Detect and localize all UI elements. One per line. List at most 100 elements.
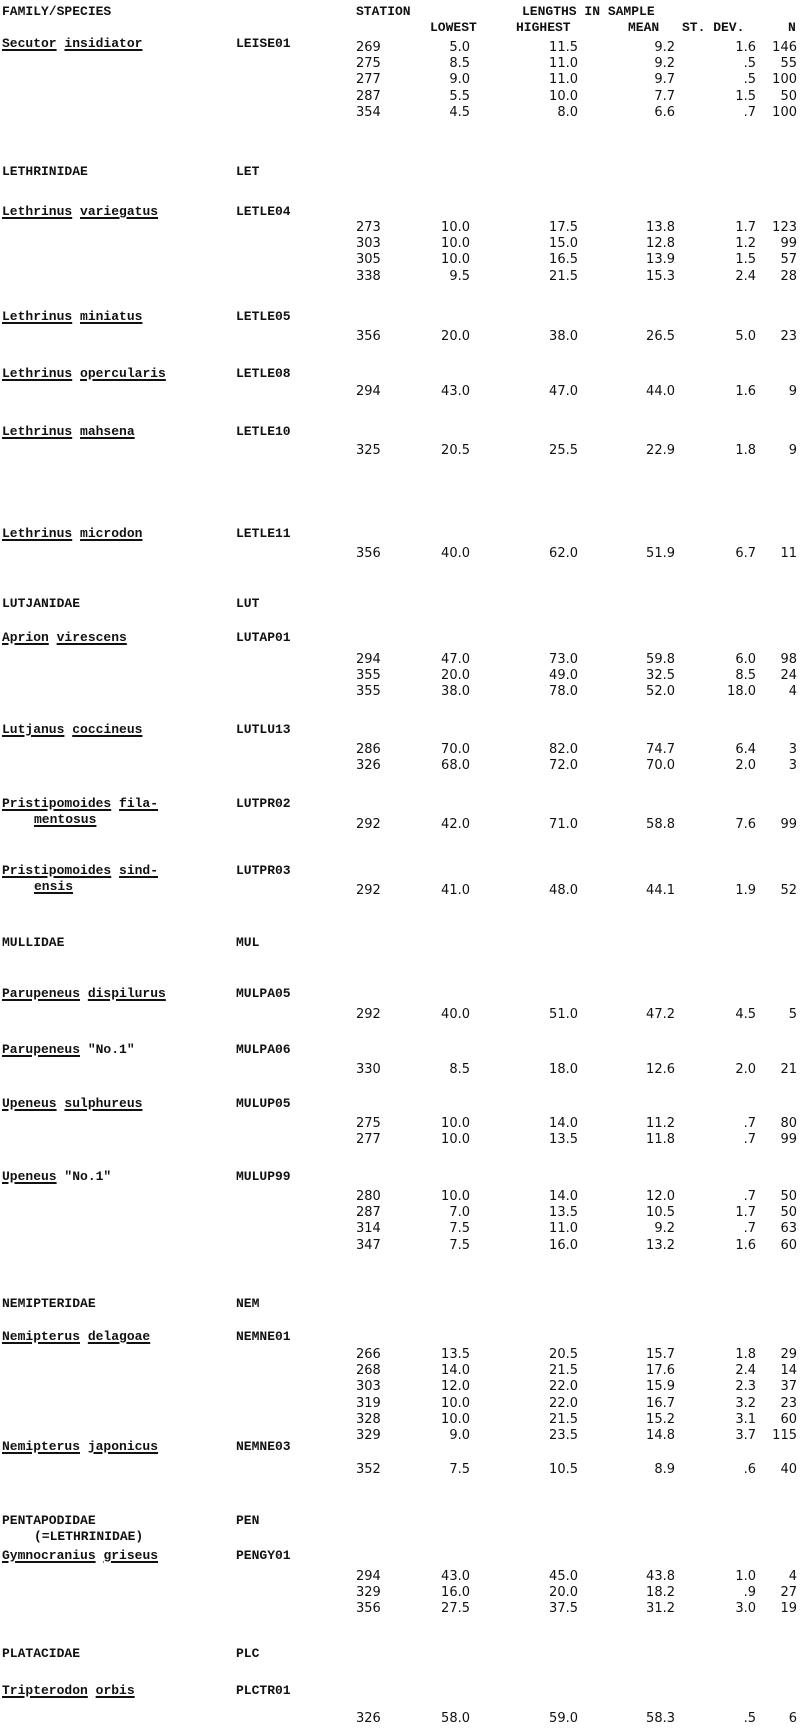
cell-n: 115 bbox=[772, 1428, 797, 1443]
cell-highest: 16.5 bbox=[549, 252, 578, 267]
species-name: Upeneus "No.1" bbox=[2, 1169, 111, 1184]
cell-highest: 48.0 bbox=[549, 883, 578, 898]
cell-station: 268 bbox=[356, 1363, 381, 1378]
cell-n: 80 bbox=[780, 1116, 797, 1131]
genus: Parupeneus bbox=[2, 1042, 81, 1057]
cell-n: 98 bbox=[780, 652, 797, 667]
cell-mean: 47.2 bbox=[646, 1007, 675, 1022]
cell-n: 60 bbox=[780, 1238, 797, 1253]
genus: Nemipterus bbox=[2, 1439, 81, 1454]
cell-st-dev: 2.3 bbox=[735, 1379, 756, 1394]
cell-mean: 12.8 bbox=[646, 236, 675, 251]
cell-highest: 20.0 bbox=[549, 1585, 578, 1600]
cell-lowest: 10.0 bbox=[441, 1116, 470, 1131]
cell-mean: 6.6 bbox=[654, 105, 675, 120]
species-code: LUTLU13 bbox=[236, 722, 291, 737]
cell-st-dev: .5 bbox=[743, 72, 756, 87]
epithet: dispilurus bbox=[87, 986, 166, 1001]
cell-highest: 14.0 bbox=[549, 1116, 578, 1131]
cell-n: 24 bbox=[780, 668, 797, 683]
epithet: japonicus bbox=[87, 1439, 159, 1454]
cell-mean: 15.7 bbox=[646, 1347, 675, 1362]
species-code: MULUP05 bbox=[236, 1096, 291, 1111]
cell-lowest: 4.5 bbox=[449, 105, 470, 120]
cell-mean: 31.2 bbox=[646, 1601, 675, 1616]
cell-highest: 11.0 bbox=[549, 72, 578, 87]
epithet: "No.1" bbox=[87, 1042, 135, 1057]
cell-highest: 13.5 bbox=[549, 1205, 578, 1220]
cell-st-dev: 3.2 bbox=[735, 1396, 756, 1411]
cell-st-dev: 3.1 bbox=[735, 1412, 756, 1427]
cell-highest: 16.0 bbox=[549, 1238, 578, 1253]
cell-mean: 11.2 bbox=[646, 1116, 675, 1131]
genus: Upeneus bbox=[2, 1169, 57, 1184]
genus: Lethrinus bbox=[2, 309, 73, 324]
epithet: coccineus bbox=[72, 722, 143, 737]
family-name: PENTAPODIDAE bbox=[2, 1513, 96, 1528]
genus: Aprion bbox=[2, 630, 49, 645]
cell-highest: 73.0 bbox=[549, 652, 578, 667]
cell-highest: 21.5 bbox=[549, 1412, 578, 1427]
cell-highest: 38.0 bbox=[549, 329, 578, 344]
cell-lowest: 10.0 bbox=[441, 1412, 470, 1427]
cell-station: 275 bbox=[356, 56, 381, 71]
cell-station: 326 bbox=[356, 758, 381, 773]
cell-highest: 45.0 bbox=[549, 1569, 578, 1584]
cell-mean: 15.2 bbox=[646, 1412, 675, 1427]
epithet: opercularis bbox=[80, 366, 166, 381]
family-code: PEN bbox=[236, 1513, 260, 1528]
cell-n: 40 bbox=[780, 1462, 797, 1477]
species-code: MULPA06 bbox=[236, 1042, 291, 1057]
cell-lowest: 7.5 bbox=[449, 1462, 470, 1477]
cell-mean: 15.3 bbox=[646, 269, 675, 284]
species-name: Lutjanus coccineus bbox=[2, 722, 142, 737]
cell-station: 275 bbox=[356, 1116, 381, 1131]
cell-lowest: 5.0 bbox=[449, 40, 470, 55]
genus: Tripterodon bbox=[2, 1683, 88, 1698]
genus: Gymnocranius bbox=[2, 1548, 96, 1563]
cell-station: 356 bbox=[356, 546, 381, 561]
cell-n: 9 bbox=[788, 384, 797, 399]
cell-n: 99 bbox=[780, 817, 797, 832]
family-name: LUTJANIDAE bbox=[2, 596, 81, 611]
species-name: Upeneus sulphureus bbox=[2, 1096, 142, 1111]
family-code: NEM bbox=[236, 1296, 260, 1311]
cell-highest: 23.5 bbox=[549, 1428, 578, 1443]
species-code: LETLE04 bbox=[236, 204, 291, 219]
cell-highest: 21.5 bbox=[549, 269, 578, 284]
cell-n: 6 bbox=[788, 1711, 797, 1726]
family-code: LUT bbox=[236, 596, 260, 611]
cell-lowest: 7.5 bbox=[449, 1221, 470, 1236]
cell-station: 329 bbox=[356, 1428, 381, 1443]
cell-mean: 13.8 bbox=[646, 220, 675, 235]
cell-n: 146 bbox=[772, 40, 797, 55]
cell-n: 57 bbox=[780, 252, 797, 267]
genus: Parupeneus bbox=[2, 986, 81, 1001]
species-name: Secutor insidiator bbox=[2, 36, 142, 51]
cell-mean: 9.2 bbox=[654, 40, 675, 55]
cell-station: 266 bbox=[356, 1347, 381, 1362]
species-code: LETLE10 bbox=[236, 424, 291, 439]
family-name: PLATACIDAE bbox=[2, 1646, 81, 1661]
family-code: LET bbox=[236, 164, 260, 179]
cell-st-dev: .9 bbox=[743, 1585, 756, 1600]
cell-st-dev: 1.6 bbox=[735, 384, 756, 399]
cell-st-dev: 1.7 bbox=[735, 1205, 756, 1220]
cell-highest: 11.0 bbox=[549, 56, 578, 71]
cell-mean: 17.6 bbox=[646, 1363, 675, 1378]
species-code: PENGY01 bbox=[236, 1548, 291, 1563]
cell-lowest: 27.5 bbox=[441, 1601, 470, 1616]
cell-lowest: 58.0 bbox=[441, 1711, 470, 1726]
cell-lowest: 70.0 bbox=[441, 742, 470, 757]
cell-station: 319 bbox=[356, 1396, 381, 1411]
cell-highest: 20.5 bbox=[549, 1347, 578, 1362]
cell-n: 52 bbox=[780, 883, 797, 898]
genus: Lethrinus bbox=[2, 366, 73, 381]
cell-highest: 18.0 bbox=[549, 1062, 578, 1077]
cell-lowest: 68.0 bbox=[441, 758, 470, 773]
cell-station: 287 bbox=[356, 89, 381, 104]
species-name: Nemipterus delagoae bbox=[2, 1329, 150, 1344]
cell-st-dev: 1.8 bbox=[735, 1347, 756, 1362]
family-name: MULLIDAE bbox=[2, 935, 65, 950]
species-name: Parupeneus "No.1" bbox=[2, 1042, 135, 1057]
